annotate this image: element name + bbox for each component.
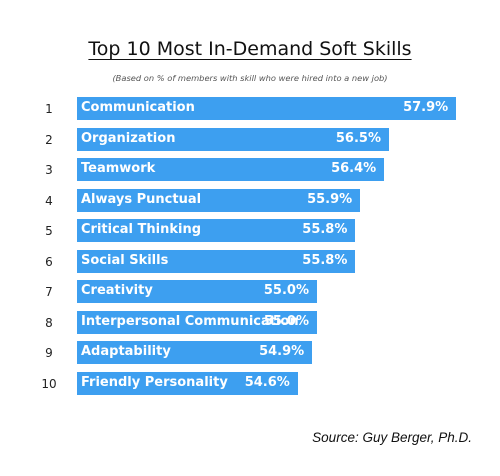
chart-title: Top 10 Most In-Demand Soft Skills (88, 38, 412, 60)
rank-label: 9 (45, 346, 53, 360)
category-label: Communication (81, 100, 195, 115)
rank-label: 10 (41, 376, 57, 391)
category-label: Critical Thinking (81, 222, 202, 237)
value-label: 55.9% (307, 191, 353, 207)
bar: Communication 57.9% (77, 97, 457, 120)
category-label: Interpersonal Communication (81, 313, 299, 329)
chart-subtitle: (Based on % of members with skill who we… (112, 73, 388, 83)
bar: Creativity 55.0% (77, 280, 317, 303)
rank-label: 5 (45, 224, 53, 238)
category-label: Creativity (81, 283, 153, 298)
value-label: 57.9% (403, 100, 449, 115)
category-label: Teamwork (81, 161, 156, 176)
bar: Critical Thinking 55.8% (77, 219, 356, 242)
value-label: 56.5% (335, 130, 381, 146)
category-label: Social Skills (81, 252, 169, 268)
rank-label: 8 (45, 315, 53, 330)
category-label: Organization (81, 130, 176, 146)
value-label: 56.4% (331, 161, 377, 176)
rank-label: 6 (45, 254, 53, 269)
bar: Teamwork 56.4% (77, 158, 385, 181)
category-label: Friendly Personality (81, 374, 228, 390)
bar: Organization 56.5% (77, 127, 389, 151)
category-label: Adaptability (81, 344, 171, 359)
value-label: 54.9% (259, 344, 305, 359)
bar: Interpersonal Communication 55.0% (77, 310, 317, 334)
source-note: Source: Guy Berger, Ph.D. (312, 430, 472, 445)
bar: Friendly Personality 54.6% (77, 371, 298, 395)
rank-label: 3 (45, 163, 53, 177)
rank-label: 4 (45, 193, 53, 208)
bar: Always Punctual 55.9% (77, 188, 361, 212)
rank-label: 2 (45, 132, 53, 147)
value-label: 55.0% (263, 283, 309, 298)
rank-label: 1 (45, 102, 53, 116)
category-label: Always Punctual (81, 191, 202, 207)
bar: Social Skills 55.8% (77, 249, 356, 273)
value-label: 55.8% (302, 252, 348, 268)
value-label: 54.6% (244, 374, 290, 390)
value-label: 55.8% (302, 222, 348, 237)
rank-label: 7 (45, 285, 53, 299)
bar: Adaptability 54.9% (77, 341, 313, 364)
value-label: 55.0% (263, 313, 309, 329)
